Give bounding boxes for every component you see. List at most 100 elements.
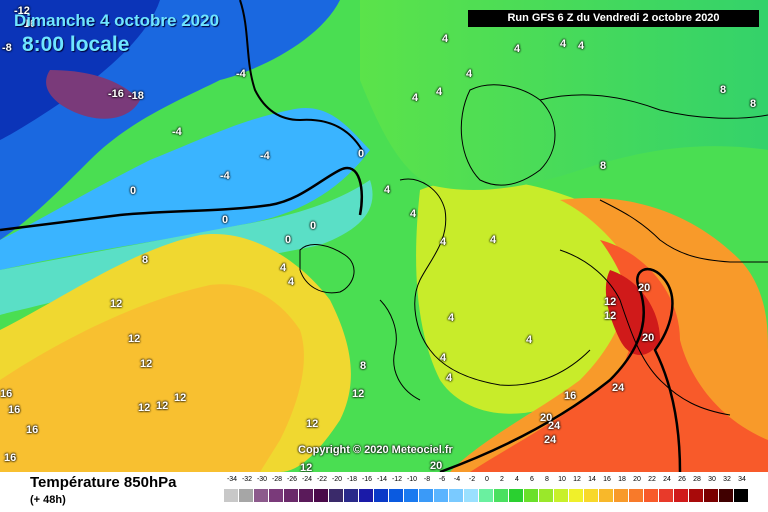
legend-swatch — [644, 489, 659, 502]
contour-label: 8 — [142, 254, 149, 266]
legend-swatch — [299, 489, 314, 502]
legend-swatch — [269, 489, 284, 502]
contour-label: 12 — [174, 392, 187, 404]
legend-swatch — [719, 489, 734, 502]
legend-tick: -6 — [438, 476, 446, 483]
frigid-core — [46, 70, 140, 119]
contour-label: -4 — [260, 150, 270, 162]
contour-label: 0 — [358, 148, 365, 160]
legend-tick: 8 — [545, 476, 549, 483]
legend-tick: 28 — [693, 476, 701, 483]
legend-tick: -18 — [346, 476, 358, 483]
coastline-scandinavia — [460, 84, 556, 186]
contour-label: 16 — [26, 424, 39, 436]
legend-ticks: -34 -32 -30 -28 -26 -24 -22 -20 -18 -16 -14 -12 -10-… — [224, 476, 752, 488]
contour-label: 8 — [600, 160, 607, 172]
contour-label: 20 — [642, 332, 655, 344]
contour-label: 0 — [310, 220, 317, 232]
legend-swatch — [404, 489, 419, 502]
legend-tick: -22 — [316, 476, 328, 483]
forecast-time: 8:00 locale — [22, 33, 130, 56]
legend-swatch — [329, 489, 344, 502]
contour-label: 4 — [280, 262, 287, 274]
legend-swatch — [254, 489, 269, 502]
legend-tick: 20 — [633, 476, 641, 483]
legend-tick: -4 — [453, 476, 461, 483]
coastline-europe — [399, 178, 591, 386]
contour-label: 4 — [514, 43, 521, 55]
contour-label: 4 — [526, 334, 533, 346]
legend-tick: 34 — [738, 476, 746, 483]
contour-label: 12 — [352, 388, 365, 400]
legend-tick: -8 — [423, 476, 431, 483]
legend-tick: 6 — [530, 476, 534, 483]
legend-swatch — [224, 489, 239, 502]
legend-tick: -16 — [361, 476, 373, 483]
contour-label: 4 — [448, 312, 455, 324]
contour-label: 16 — [4, 452, 17, 464]
contour-label: 16 — [564, 390, 577, 402]
contour-label: 24 — [612, 382, 625, 394]
contour-label: 4 — [442, 33, 449, 45]
contour-label: -4 — [236, 68, 246, 80]
cool-belt — [0, 108, 370, 270]
contour-label: 4 — [578, 40, 585, 52]
warmer-region — [0, 284, 304, 472]
contour-label: -8 — [2, 42, 12, 54]
contour-label: 12 — [138, 402, 151, 414]
hot-core — [605, 270, 660, 355]
legend-swatch — [479, 489, 494, 502]
legend-tick: -24 — [301, 476, 313, 483]
color-scale — [224, 489, 752, 502]
contour-label: 12 — [140, 358, 153, 370]
legend-swatch — [344, 489, 359, 502]
legend-swatch — [239, 489, 254, 502]
coastline-balkans — [559, 249, 731, 416]
copyright-notice: Copyright © 2020 Meteociel.fr — [298, 444, 453, 456]
legend-swatch — [629, 489, 644, 502]
contour-label: 4 — [440, 352, 447, 364]
legend-tick: -32 — [241, 476, 253, 483]
contour-label: -4 — [220, 170, 230, 182]
legend-tick: 4 — [515, 476, 519, 483]
legend-tick: 22 — [648, 476, 656, 483]
legend-swatch — [464, 489, 479, 502]
legend-swatch — [704, 489, 719, 502]
twenty-isotherm — [439, 268, 682, 472]
contour-label: 4 — [436, 86, 443, 98]
contour-label: 8 — [750, 98, 757, 110]
legend-tick: -20 — [331, 476, 343, 483]
hotter-region — [470, 240, 768, 472]
contour-label: 12 — [300, 462, 313, 472]
contour-label: 20 — [638, 282, 651, 294]
legend-tick: -28 — [271, 476, 283, 483]
coastline-east — [599, 199, 768, 263]
contour-label: 0 — [130, 185, 137, 197]
coastline-north — [539, 94, 768, 119]
legend-tick: 32 — [723, 476, 731, 483]
contour-label: -16 — [108, 88, 124, 100]
contour-label: 12 — [306, 418, 319, 430]
contour-label: 12 — [110, 298, 123, 310]
legend-tick: 14 — [588, 476, 596, 483]
legend-tick: 18 — [618, 476, 626, 483]
legend-tick: 0 — [485, 476, 489, 483]
contour-label: 12 — [604, 310, 617, 322]
legend-swatch — [659, 489, 674, 502]
legend-tick: 12 — [573, 476, 581, 483]
legend-tick: 24 — [663, 476, 671, 483]
legend-tick: -30 — [256, 476, 268, 483]
contour-label: -16 — [20, 18, 36, 30]
contour-label: 4 — [384, 184, 391, 196]
legend-swatch — [734, 489, 749, 502]
legend-swatch — [389, 489, 404, 502]
legend-swatch — [419, 489, 434, 502]
legend-swatch — [539, 489, 554, 502]
contour-label: 12 — [128, 333, 141, 345]
contour-label: 4 — [440, 236, 447, 248]
contour-label: 20 — [540, 412, 553, 424]
contour-label: 8 — [360, 360, 367, 372]
contour-label: 4 — [560, 38, 567, 50]
legend-swatch — [584, 489, 599, 502]
